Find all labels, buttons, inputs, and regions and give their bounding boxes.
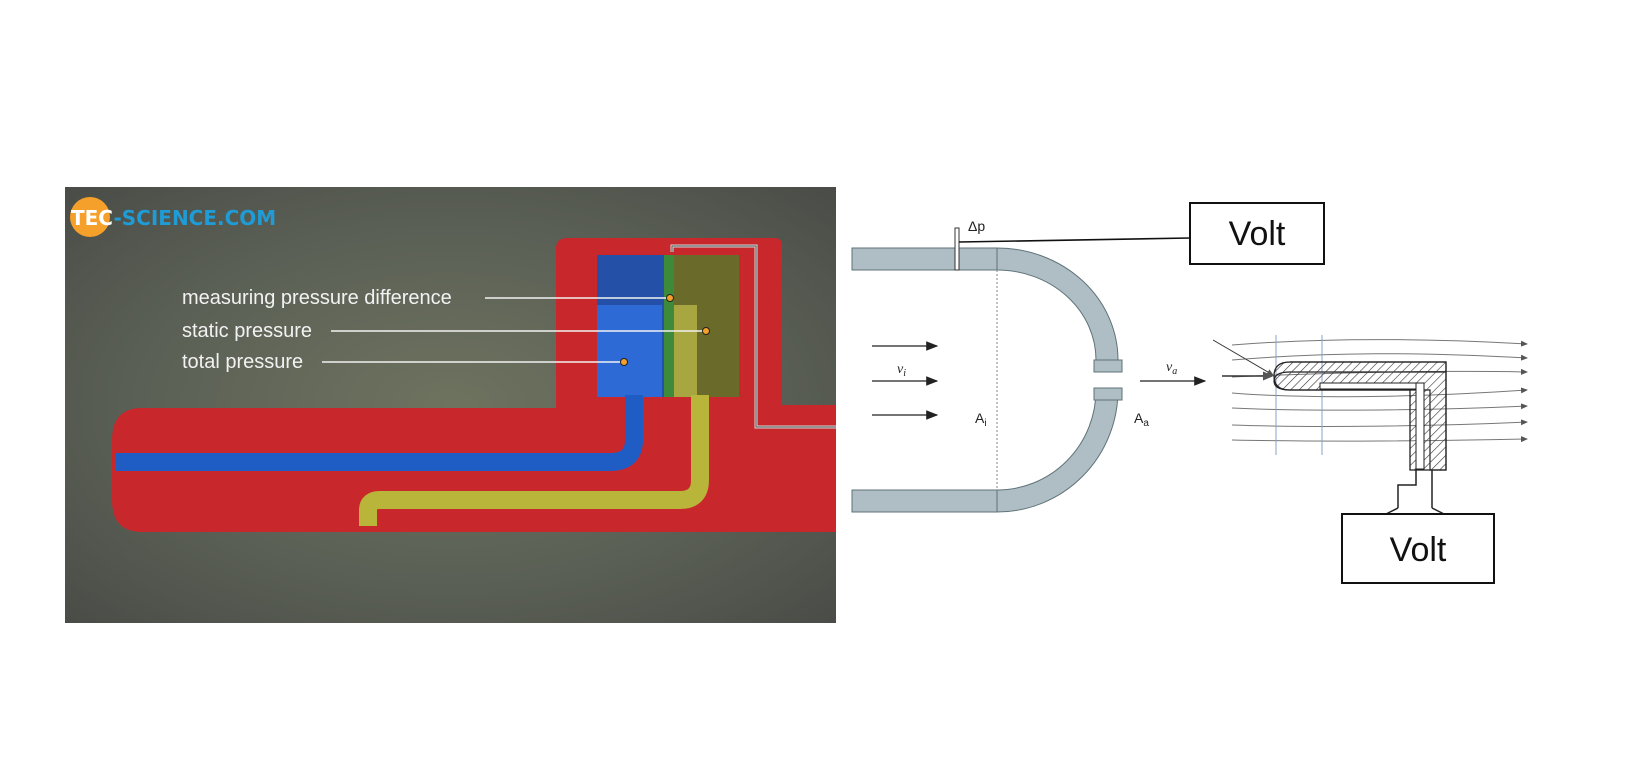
top-wall — [851, 247, 998, 271]
blue-tube — [116, 395, 643, 471]
marker-static — [702, 327, 710, 335]
svg-text:TEC-SCIENCE.COM: TEC-SCIENCE.COM — [71, 206, 276, 230]
pitot-cross-section: measuring pressure difference static pre… — [65, 187, 836, 623]
streamline-1 — [1231, 339, 1528, 347]
volt-box-top — [1189, 202, 1325, 265]
yellow-tube — [359, 395, 709, 526]
signal-line-top — [958, 237, 1191, 243]
probe-nozzle-diagram: Δp vi Ai va Aa Volt — [851, 202, 1325, 513]
delta-p-label: Δp — [968, 218, 985, 234]
static-channel — [1319, 382, 1421, 390]
marker-total — [620, 358, 628, 366]
va-label: va — [1166, 360, 1177, 377]
label-total-pressure: total pressure — [182, 351, 303, 373]
aa-label: Aa — [1134, 410, 1149, 429]
streamline-5 — [1231, 403, 1528, 411]
dome-lower — [996, 389, 1119, 513]
outlet-lip-bottom — [1093, 387, 1123, 401]
logo-text-science: -SCIENCE — [113, 206, 217, 230]
streamline-2 — [1231, 353, 1528, 361]
volt-label-bottom: Volt — [1390, 531, 1447, 569]
streamline-6 — [1231, 419, 1528, 427]
label-measuring-pressure-difference: measuring pressure difference — [182, 287, 452, 309]
marker-measuring — [666, 294, 674, 302]
ai-label: Ai — [975, 410, 987, 429]
logo-text-tec: TEC — [71, 206, 113, 230]
outlet-lip-top — [1093, 359, 1123, 373]
vi-label: vi — [897, 362, 906, 379]
volt-label-top: Volt — [1229, 215, 1286, 253]
static-channel-vertical — [1415, 382, 1425, 470]
pressure-tap — [954, 227, 960, 271]
logo-circle — [70, 197, 110, 237]
tec-science-logo: TEC-SCIENCE.COM — [70, 197, 276, 237]
pitot-tube-flow-diagram: Volt — [1212, 335, 1528, 584]
dome-upper — [996, 247, 1119, 361]
stagnation-pointer — [1212, 339, 1274, 376]
label-static-pressure: static pressure — [182, 320, 312, 342]
streamlines — [1231, 339, 1528, 443]
streamline-7 — [1231, 436, 1528, 443]
volt-box-bottom — [1341, 513, 1495, 584]
membrane — [664, 255, 674, 397]
bottom-wall — [851, 489, 998, 513]
lead-left — [1397, 470, 1417, 508]
streamline-4 — [1231, 387, 1528, 398]
total-pressure-chamber — [597, 305, 662, 397]
logo-text-com: .COM — [217, 206, 276, 230]
